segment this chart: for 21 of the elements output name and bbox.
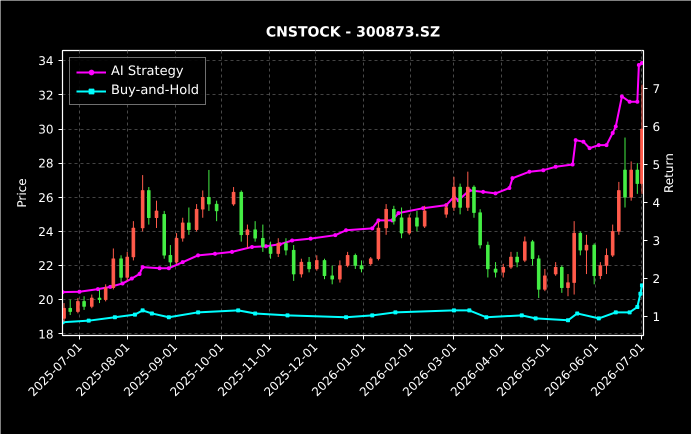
y2-tick-label: 1	[652, 310, 660, 324]
y2-tick-label: 4	[652, 196, 660, 210]
legend-label: Buy-and-Hold	[111, 83, 200, 98]
y-tick-label: 32	[38, 88, 54, 102]
y-tick-label: 26	[38, 190, 54, 205]
y-tick-label: 28	[38, 156, 54, 171]
y2-tick-label: 2	[652, 272, 660, 286]
chart-title: CNSTOCK - 300873.SZ	[266, 24, 440, 40]
y2-tick-label: 3	[652, 234, 660, 248]
y-tick-label: 24	[38, 224, 54, 239]
legend-label: AI Strategy	[111, 64, 184, 79]
y2-tick-label: 5	[652, 158, 660, 172]
y-tick-label: 34	[38, 54, 54, 68]
y2-axis-title: Return	[662, 153, 676, 193]
y-tick-label: 30	[38, 122, 54, 137]
y-axis-title: Price	[15, 178, 30, 208]
y2-tick-label: 6	[652, 120, 660, 134]
y-tick-label: 18	[38, 327, 54, 342]
y2-tick-label: 7	[652, 82, 660, 96]
y-tick-label: 20	[38, 293, 54, 308]
y-tick-label: 22	[38, 259, 54, 274]
